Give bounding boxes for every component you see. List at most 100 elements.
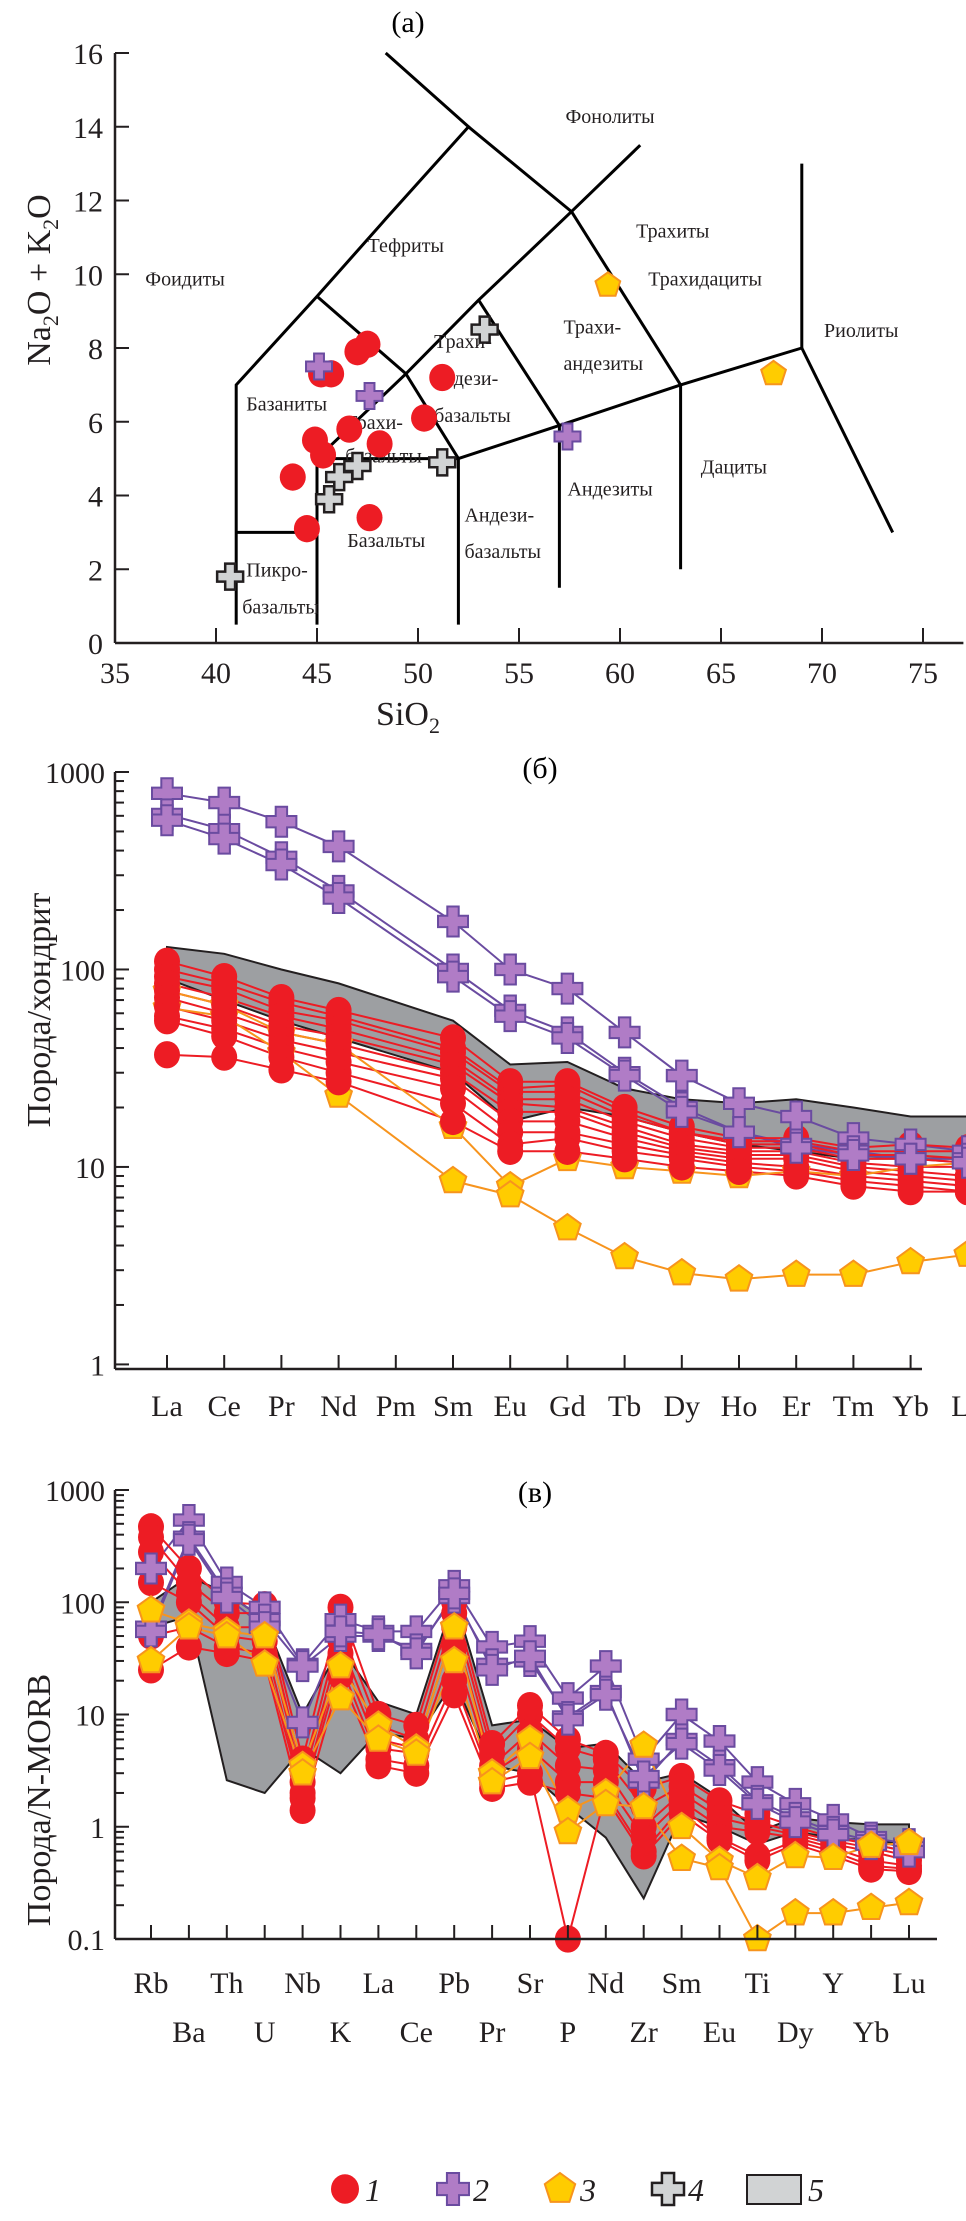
ree-x-tick-label: Tm (833, 1390, 875, 1423)
tas-field-label: Трахи- (563, 316, 621, 338)
tas-field-label: Базальты (347, 530, 425, 552)
tas-point-group-1 (279, 463, 306, 491)
spider-point-group-1 (744, 1818, 771, 1846)
spider-x-tick-label: Zr (630, 2016, 658, 2049)
tas-point-group-1 (411, 404, 438, 432)
spider-point-group-3 (894, 1887, 924, 1916)
spider-point-group-3 (439, 1645, 469, 1674)
ree-point-group-2 (151, 804, 183, 837)
ree-x-tick-label: Ce (208, 1390, 241, 1423)
ree-point-group-1 (611, 1145, 638, 1173)
legend-field-swatch (746, 2174, 802, 2205)
tas-field-label: Тефриты (368, 235, 444, 257)
spider-point-group-3 (553, 1816, 583, 1845)
tas-x-tick-label: 60 (605, 657, 635, 690)
tas-field-label: Андези- (464, 504, 534, 526)
spider-point-group-1 (175, 1588, 202, 1616)
ree-point-group-1 (554, 1137, 581, 1165)
spider-point-group-2 (400, 1637, 433, 1670)
spider-point-group-3 (136, 1645, 166, 1674)
spider-point-group-2 (286, 1706, 319, 1739)
tas-field-label: Фоидиты (145, 268, 225, 290)
spider-y-tick-label: 10 (75, 1700, 105, 1733)
tas-x-tick-label: 40 (201, 657, 231, 690)
legend-label-2: 2 (473, 2172, 489, 2208)
tas-field-label: базальты (464, 541, 541, 563)
ree-point-group-1 (497, 1137, 524, 1165)
tas-y-axis-label: Na2O + K2O (21, 194, 63, 366)
spider-point-group-3 (818, 1897, 848, 1926)
spider-x-tick-label: Y (822, 1967, 844, 2000)
tas-point-group-3 (760, 359, 788, 386)
ree-x-tick-label: Er (782, 1390, 810, 1423)
tas-x-tick-label: 75 (908, 657, 938, 690)
tas-y-tick-label: 16 (73, 38, 103, 71)
tas-x-tick-label: 65 (706, 657, 736, 690)
ree-point-group-2 (208, 786, 241, 819)
spider-point-group-3 (894, 1827, 924, 1856)
tas-point-group-1 (336, 415, 363, 443)
ree-reference-field (166, 945, 966, 1160)
spider-point-group-3 (212, 1620, 242, 1649)
tas-field-labels: Фонолиты Трахиты Тефриты Фоидиты Трахидациты… (145, 106, 898, 618)
ree-point-group-2 (551, 1021, 584, 1054)
spider-x-tick-label: Ba (172, 2016, 205, 2049)
spider-point-group-3 (439, 1611, 469, 1640)
tas-x-tick-label: 45 (302, 657, 332, 690)
legend-label-4: 4 (688, 2172, 704, 2208)
spider-point-group-1 (858, 1855, 885, 1883)
spider-point-group-3 (326, 1682, 355, 1711)
ree-point-group-1 (668, 1153, 695, 1181)
ree-point-group-3 (896, 1246, 926, 1275)
tas-x-axis-label: SiO2 (376, 696, 440, 738)
tas-y-tick-label: 0 (88, 628, 103, 661)
spider-point-group-1 (175, 1633, 202, 1661)
spider-point-group-1 (554, 1779, 581, 1807)
ree-point-group-3 (724, 1263, 754, 1292)
ree-x-tick-label: Lu (951, 1390, 966, 1423)
ree-point-group-3 (838, 1259, 868, 1287)
spider-point-group-1 (441, 1681, 468, 1709)
spider-point-group-3 (250, 1620, 280, 1649)
spider-x-tick-label: La (363, 1967, 395, 2000)
ree-point-group-1 (840, 1172, 867, 1200)
tas-diagram: (a) Фонолиты Трахиты Тефриты Фоидиты Трахида… (21, 6, 964, 738)
ree-data-points (151, 777, 966, 1292)
spider-y-tick-label: 100 (60, 1587, 105, 1620)
ree-point-group-2 (437, 960, 469, 993)
ree-point-group-2 (608, 1016, 641, 1049)
ree-point-group-3 (610, 1241, 640, 1270)
ree-y-tick-label: 1000 (45, 757, 105, 790)
spider-point-group-3 (477, 1766, 507, 1795)
ree-point-group-1 (897, 1177, 924, 1206)
tas-point-group-1 (293, 515, 320, 543)
spider-point-group-3 (742, 1862, 772, 1891)
spider-point-group-2 (172, 1523, 205, 1556)
tas-y-tick-label: 10 (73, 259, 103, 292)
ree-point-group-1 (211, 1043, 238, 1071)
tas-x-tick-label: 70 (807, 657, 837, 690)
tas-field-label: Базаниты (246, 394, 327, 416)
spider-x-tick-label: Yb (853, 2016, 890, 2049)
tas-point-group-4 (470, 315, 499, 344)
tas-field-label: Андезиты (567, 479, 652, 501)
spider-point-group-2 (438, 1577, 471, 1610)
tas-field-label: базальты (434, 405, 511, 427)
spider-point-group-3 (174, 1611, 204, 1640)
panel-b-title: (б) (522, 752, 557, 785)
spider-x-tick-label: Eu (703, 2016, 736, 2049)
ree-point-group-1 (954, 1178, 966, 1206)
ree-x-tick-label: Pr (268, 1390, 295, 1423)
ree-point-group-2 (322, 882, 355, 915)
ree-point-group-3 (495, 1179, 525, 1208)
tas-boundary-line (570, 210, 682, 386)
spider-x-tick-label: Dy (777, 2016, 814, 2049)
tas-y-tick-label: 2 (88, 554, 103, 587)
legend: 1 2 3 4 5 (331, 2171, 824, 2208)
spider-point-group-3 (818, 1842, 848, 1870)
spider-point-group-3 (856, 1830, 886, 1858)
legend-label-3: 3 (579, 2172, 596, 2208)
